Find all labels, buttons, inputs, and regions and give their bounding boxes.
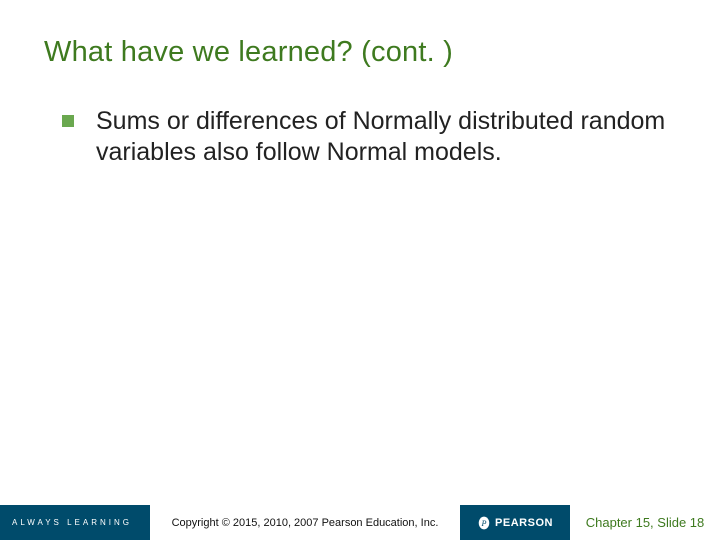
slide-number: Chapter 15, Slide 18 [586,515,705,530]
footer-right: Chapter 15, Slide 18 [570,505,720,540]
svg-text:P: P [481,518,487,527]
bullet-text: Sums or differences of Normally distribu… [96,106,680,167]
pearson-p-icon: P [477,516,491,530]
slide-title: What have we learned? (cont. ) [44,36,453,69]
square-bullet-icon [62,115,74,127]
footer-mid: Copyright © 2015, 2010, 2007 Pearson Edu… [150,517,460,529]
always-learning-text: ALWAYS LEARNING [12,518,132,527]
slide: What have we learned? (cont. ) Sums or d… [0,0,720,540]
pearson-brand-text: PEARSON [495,517,553,529]
bullet-item: Sums or differences of Normally distribu… [62,106,680,167]
slide-body: Sums or differences of Normally distribu… [62,106,680,167]
footer-left: ALWAYS LEARNING [0,505,150,540]
footer-bar: ALWAYS LEARNING Copyright © 2015, 2010, … [0,505,720,540]
copyright-text: Copyright © 2015, 2010, 2007 Pearson Edu… [172,517,439,529]
pearson-logo: P PEARSON [460,505,570,540]
